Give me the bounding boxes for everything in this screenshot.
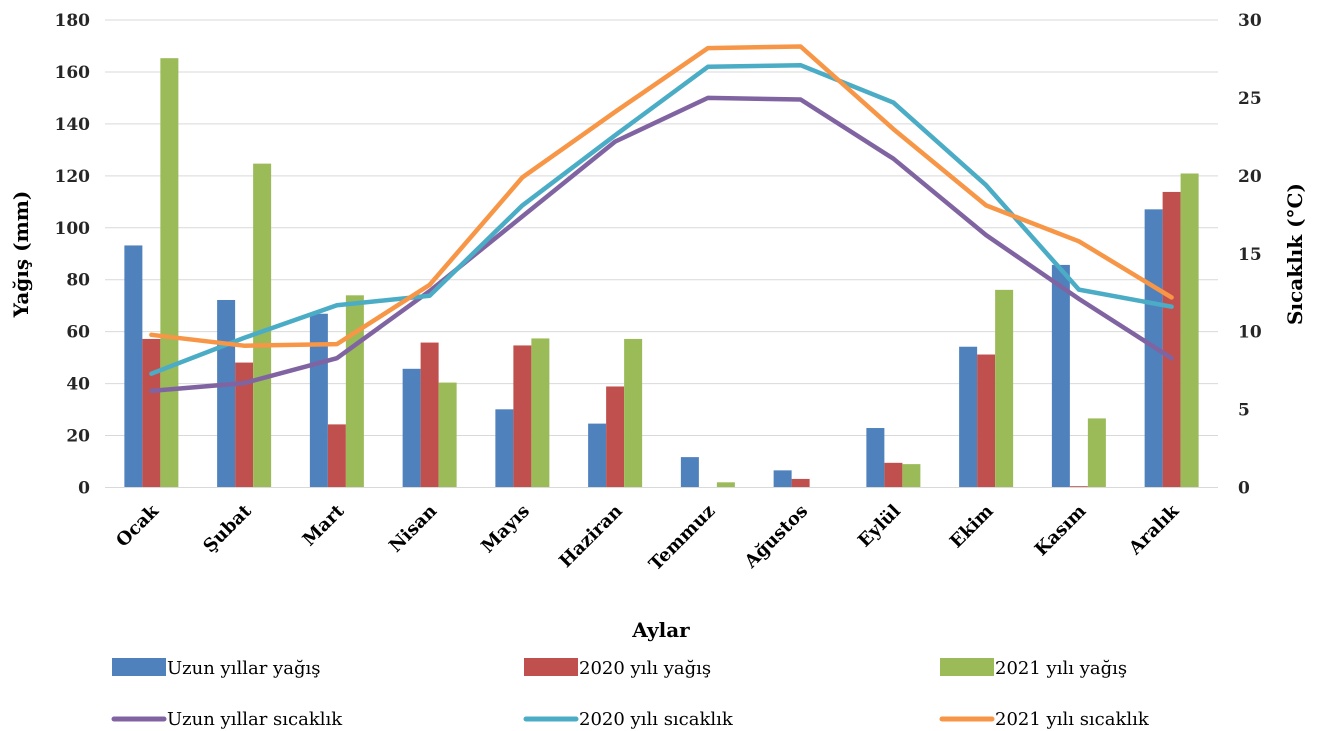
bar — [902, 464, 921, 488]
y-right-tick-label: 0 — [1238, 479, 1250, 499]
legend-swatch — [112, 658, 166, 676]
y-axis-right-title: Sıcaklık (°C) — [1283, 183, 1307, 325]
bar — [624, 338, 643, 488]
y-tick-label: 60 — [66, 323, 90, 343]
bar — [1069, 486, 1088, 488]
bar — [866, 428, 885, 488]
x-tick-label: Aralık — [1124, 500, 1183, 559]
y-axis-title: Yağış (mm) — [9, 191, 33, 319]
x-tick-label: Haziran — [555, 501, 626, 572]
bar — [142, 338, 161, 488]
left-axis-ticks: 0 20 40 60 80 100 120 140 160 180 — [55, 11, 91, 499]
x-tick-label: Mart — [299, 500, 349, 550]
legend-label: Uzun yıllar sıcaklık — [167, 709, 343, 730]
bar — [1180, 173, 1199, 488]
y-right-tick-label: 15 — [1238, 245, 1262, 265]
bar — [959, 346, 978, 488]
line-series — [149, 44, 1174, 394]
bar — [345, 295, 364, 488]
legend-label: 2021 yılı sıcaklık — [995, 709, 1150, 730]
series-line — [149, 44, 1174, 348]
bar — [791, 478, 810, 488]
x-tick-label: Ağustos — [740, 501, 812, 573]
x-tick-label: Nisan — [385, 501, 441, 557]
y-tick-label: 100 — [55, 219, 91, 239]
y-right-tick-label: 10 — [1238, 323, 1262, 343]
bar — [438, 382, 457, 488]
y-tick-label: 0 — [78, 479, 90, 499]
bar — [402, 368, 421, 488]
legend-label: 2020 yılı sıcaklık — [579, 709, 734, 730]
y-tick-label: 140 — [55, 115, 91, 135]
y-right-tick-label: 20 — [1238, 167, 1262, 187]
bar — [884, 462, 903, 488]
y-tick-label: 80 — [66, 271, 90, 291]
bar — [773, 470, 792, 488]
y-tick-label: 40 — [66, 375, 90, 395]
bar — [513, 345, 532, 488]
bar — [531, 338, 550, 488]
y-tick-label: 160 — [55, 63, 91, 83]
x-tick-label: Şubat — [199, 500, 256, 557]
y-tick-label: 180 — [55, 11, 91, 31]
bar — [253, 163, 272, 488]
series-line — [149, 95, 1174, 394]
y-right-tick-label: 25 — [1238, 89, 1262, 109]
bar — [235, 362, 254, 488]
right-axis-ticks: 0 5 10 15 20 25 30 — [1238, 11, 1262, 499]
category-labels: Ocak Şubat Mart Nisan Mayıs Haziran Temmuz Ağus… — [112, 500, 1183, 575]
legend-label: 2020 yılı yağış — [579, 658, 711, 679]
bar — [588, 423, 607, 488]
bar — [1162, 191, 1181, 488]
legend: Uzun yıllar yağış 2020 yılı yağış 2021 yıl… — [111, 658, 1150, 730]
y-right-tick-label: 5 — [1238, 401, 1250, 421]
bar — [606, 386, 625, 488]
bar — [217, 299, 236, 488]
legend-swatch — [524, 658, 578, 676]
x-tick-label: Ekim — [946, 501, 998, 553]
x-tick-label: Temmuz — [645, 501, 719, 575]
gridlines — [105, 19, 1218, 437]
bar — [160, 58, 179, 488]
x-tick-label: Eylül — [854, 501, 905, 552]
bar — [495, 409, 514, 488]
bar — [716, 482, 735, 488]
bar — [309, 313, 328, 488]
x-tick-label: Kasım — [1031, 501, 1091, 561]
bar — [124, 245, 143, 488]
bar — [995, 289, 1014, 488]
x-tick-label: Ocak — [112, 500, 163, 551]
x-tick-label: Mayıs — [477, 501, 534, 558]
legend-label: 2021 yılı yağış — [995, 658, 1127, 679]
legend-label: Uzun yıllar yağış — [167, 658, 320, 679]
bar — [1087, 418, 1106, 488]
bar — [327, 424, 346, 488]
bar — [420, 342, 439, 488]
y-right-tick-label: 30 — [1238, 11, 1262, 31]
bar — [1051, 264, 1070, 488]
y-tick-label: 120 — [55, 167, 91, 187]
series-line — [149, 62, 1174, 376]
bar — [680, 457, 699, 488]
y-tick-label: 20 — [66, 427, 90, 447]
bar — [977, 354, 996, 488]
x-axis-title: Aylar — [631, 618, 690, 642]
legend-swatch — [940, 658, 994, 676]
